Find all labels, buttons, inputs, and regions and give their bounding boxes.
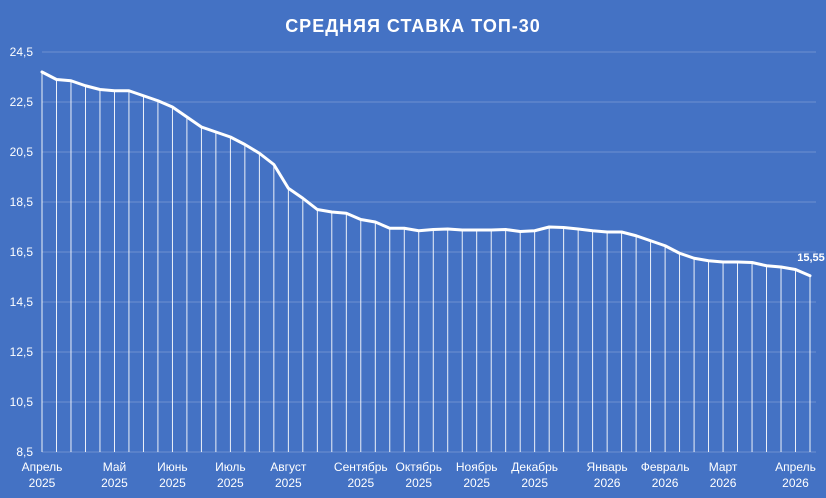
series-layer	[40, 70, 812, 278]
x-tick-label-year: 2026	[594, 476, 621, 490]
data-labels: 15,55	[797, 252, 825, 264]
x-tick-label-year: 2026	[652, 476, 679, 490]
x-tick-label-year: 2025	[101, 476, 128, 490]
x-tick-label-month: Март	[709, 460, 738, 474]
x-tick-label-month: Декабрь	[511, 460, 558, 474]
y-tick-label: 12,5	[10, 345, 34, 359]
x-tick-label-month: Июнь	[157, 460, 188, 474]
x-tick-label-month: Апрель	[22, 460, 63, 474]
x-tick-label-month: Сентябрь	[334, 460, 388, 474]
x-tick-label-year: 2025	[521, 476, 548, 490]
drop-lines	[41, 72, 811, 452]
x-tick-label-month: Апрель	[775, 460, 816, 474]
x-tick-label-year: 2026	[782, 476, 809, 490]
x-tick-label-month: Май	[103, 460, 127, 474]
x-tick-label-month: Февраль	[641, 460, 690, 474]
x-tick-label-year: 2025	[217, 476, 244, 490]
y-axis-ticks: 24,5 22,5 20,5 18,5 16,5 14,5 12,5 10,5 8,5	[10, 45, 34, 459]
x-tick-label-month: Июль	[215, 460, 246, 474]
y-tick-label: 14,5	[10, 295, 34, 309]
y-tick-label: 22,5	[10, 95, 34, 109]
x-tick-label-year: 2025	[405, 476, 432, 490]
x-tick-label-year: 2025	[275, 476, 302, 490]
chart-title: СРЕДНЯЯ СТАВКА ТОП-30	[285, 16, 541, 36]
x-tick-label-year: 2025	[463, 476, 490, 490]
gridlines	[42, 51, 816, 453]
x-tick-label-year: 2025	[347, 476, 374, 490]
x-tick-label-month: Октябрь	[395, 460, 442, 474]
x-tick-label-month: Ноябрь	[456, 460, 498, 474]
x-tick-label-year: 2025	[29, 476, 56, 490]
x-axis-ticks: Апрель 2025 Май 2025 Июнь 2025 Июль 2025 Август 2…	[22, 460, 816, 490]
y-tick-label: 10,5	[10, 395, 34, 409]
x-tick-label-year: 2025	[159, 476, 186, 490]
y-tick-label: 24,5	[10, 45, 34, 59]
x-tick-label-month: Январь	[587, 460, 628, 474]
y-tick-label: 20,5	[10, 145, 34, 159]
y-tick-label: 16,5	[10, 245, 34, 259]
x-tick-label-year: 2026	[710, 476, 737, 490]
x-tick-label-month: Август	[270, 460, 307, 474]
y-tick-label: 18,5	[10, 195, 34, 209]
y-tick-label: 8,5	[16, 445, 33, 459]
data-label: 15,55	[797, 252, 825, 264]
series-line	[40, 70, 812, 278]
